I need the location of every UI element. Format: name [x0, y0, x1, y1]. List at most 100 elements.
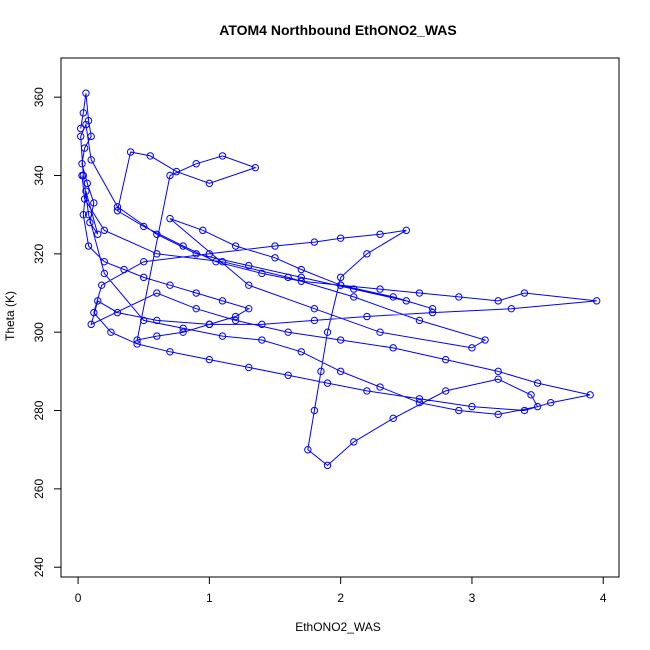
data-point — [146, 152, 154, 160]
data-point — [166, 281, 174, 289]
data-point — [507, 304, 516, 313]
x-tick-label: 1 — [206, 591, 213, 605]
x-tick-label: 4 — [600, 591, 607, 605]
data-point — [80, 144, 89, 152]
data-point — [586, 391, 594, 399]
data-point — [494, 297, 502, 305]
data-point — [350, 285, 358, 293]
data-point — [441, 355, 450, 364]
data-point — [350, 438, 358, 446]
data-point — [297, 273, 305, 282]
y-tick-label: 320 — [32, 244, 46, 264]
data-point — [78, 160, 86, 168]
data-point — [179, 324, 187, 332]
data-point — [297, 348, 305, 356]
data-point — [336, 273, 345, 282]
data-point — [547, 398, 555, 407]
data-point — [231, 316, 240, 325]
data-point — [113, 308, 122, 317]
data-point — [76, 124, 85, 133]
data-point — [205, 320, 214, 329]
data-point — [468, 344, 476, 352]
data-point — [84, 242, 93, 250]
data-point — [113, 207, 122, 215]
data-point — [179, 242, 187, 250]
data-point — [245, 281, 253, 289]
data-point — [455, 406, 463, 415]
data-point — [78, 171, 86, 180]
data-point — [179, 328, 187, 336]
data-point — [415, 289, 424, 297]
data-point — [113, 203, 122, 211]
data-point — [166, 171, 174, 180]
data-point — [140, 222, 148, 231]
data-point — [336, 367, 345, 376]
data-point — [323, 379, 332, 387]
data-point — [218, 332, 227, 340]
data-point — [271, 242, 279, 250]
data-point — [441, 387, 450, 395]
data-point — [284, 371, 292, 379]
data-point — [494, 410, 502, 419]
data-points — [76, 89, 601, 470]
series-line — [80, 93, 597, 467]
data-point — [415, 398, 424, 407]
data-point — [100, 226, 109, 235]
y-tick-label: 360 — [32, 87, 46, 107]
data-point — [231, 312, 240, 321]
data-point — [245, 261, 253, 270]
data-point — [533, 379, 542, 387]
data-point — [310, 406, 319, 415]
data-point — [80, 195, 89, 203]
data-point — [218, 297, 227, 305]
data-point — [166, 348, 174, 356]
data-point — [428, 308, 437, 317]
data-point — [245, 363, 253, 372]
data-point — [120, 265, 128, 274]
data-point — [218, 257, 227, 266]
x-tick-label: 2 — [337, 591, 344, 605]
data-point — [363, 387, 371, 395]
x-axis-label: EthONO2_WAS — [295, 620, 381, 634]
data-point — [76, 132, 85, 141]
data-point — [231, 242, 240, 250]
data-point — [192, 289, 200, 297]
data-point — [336, 336, 345, 344]
data-point — [310, 316, 319, 325]
data-point — [271, 254, 279, 262]
data-point — [350, 293, 358, 301]
data-point — [133, 336, 141, 344]
data-point — [494, 375, 502, 383]
data-point — [172, 167, 181, 176]
data-point — [218, 152, 227, 160]
data-point — [533, 402, 542, 411]
data-point — [297, 265, 305, 274]
data-point — [90, 199, 98, 207]
y-tick-label: 340 — [32, 165, 46, 185]
data-point — [140, 316, 148, 325]
y-axis-label: Theta (K) — [3, 291, 17, 341]
data-point — [402, 297, 411, 305]
data-point — [84, 210, 93, 219]
data-point — [79, 109, 88, 117]
data-point — [245, 304, 253, 313]
data-point — [494, 367, 502, 376]
data-point — [389, 293, 397, 301]
data-point — [376, 383, 384, 391]
data-point — [428, 304, 437, 313]
data-point — [153, 230, 161, 238]
data-point — [251, 163, 260, 172]
data-point — [376, 328, 384, 336]
data-point — [87, 132, 95, 141]
data-point — [336, 234, 345, 242]
y-tick-label: 260 — [32, 479, 46, 499]
data-point — [258, 320, 266, 329]
data-point — [100, 269, 109, 278]
data-point — [107, 328, 115, 336]
y-tick-label: 300 — [32, 322, 46, 342]
data-point — [468, 402, 476, 411]
y-axis: 240 260 280 300 320 340 360 — [32, 87, 62, 577]
data-point — [363, 312, 371, 321]
data-point — [527, 391, 535, 399]
